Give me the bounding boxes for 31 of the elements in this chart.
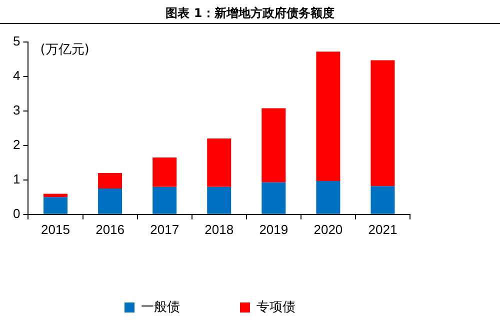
y-tick-label: 0 — [12, 206, 20, 221]
y-tick-label: 3 — [12, 102, 20, 118]
bar — [152, 158, 177, 187]
bar — [98, 188, 122, 214]
y-tick-label: 5 — [12, 34, 20, 49]
bar — [316, 52, 340, 181]
bar — [316, 180, 340, 214]
bar — [262, 108, 286, 182]
bar — [370, 60, 395, 186]
bar — [262, 182, 286, 214]
legend-label: 专项债 — [256, 299, 296, 314]
bar — [370, 186, 395, 214]
bar — [98, 173, 122, 189]
y-tick-label: 1 — [12, 172, 20, 186]
x-tick-label: 2017 — [150, 222, 180, 237]
bar — [44, 197, 68, 214]
x-tick-label: 2018 — [204, 222, 234, 237]
y-tick-label: 2 — [12, 137, 20, 152]
x-tick-label: 2021 — [368, 222, 398, 237]
x-tick-label: 2016 — [96, 222, 124, 237]
bar — [152, 186, 177, 214]
x-tick-label: 2019 — [259, 222, 288, 237]
bar — [207, 186, 232, 214]
y-tick-label: 4 — [12, 68, 20, 84]
bar — [207, 138, 232, 187]
x-tick-label: 2015 — [41, 222, 70, 237]
legend-label: 一般债 — [141, 299, 180, 314]
x-tick-label: 2020 — [314, 222, 343, 237]
y-axis-title: (万亿元) — [40, 42, 90, 58]
bar — [44, 194, 68, 198]
chart-title: 图表 1：新增地方政府债务额度 — [0, 2, 500, 24]
